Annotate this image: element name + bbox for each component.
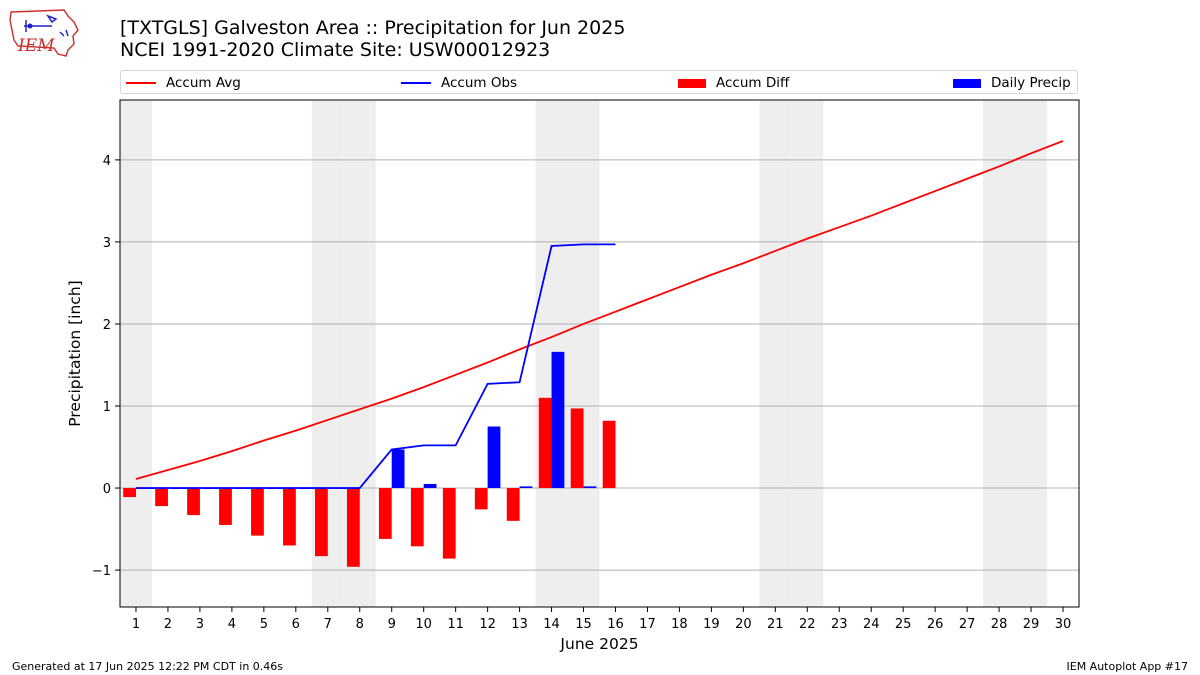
daily-precip-bar — [583, 486, 597, 489]
legend-swatch-daily-precip — [953, 78, 981, 88]
daily-precip-bar — [551, 351, 565, 489]
daily-precip-bar — [391, 449, 405, 489]
x-tick-label: 16 — [607, 617, 624, 632]
legend-swatch-accum-obs — [401, 82, 431, 84]
y-tick-label: 0 — [103, 482, 111, 497]
weekend-shade — [1015, 100, 1048, 607]
accum-diff-bar — [474, 488, 488, 510]
weekend-shade — [983, 100, 1016, 607]
generated-footer: Generated at 17 Jun 2025 12:22 PM CDT in… — [12, 660, 284, 673]
logo-instruments-shape — [24, 14, 69, 37]
legend-swatch-accum-diff — [678, 78, 706, 88]
x-tick-label: 10 — [415, 617, 432, 632]
x-tick-label: 13 — [511, 617, 528, 632]
x-tick-label: 22 — [799, 617, 816, 632]
weekend-shade — [567, 100, 600, 607]
accum-diff-bar — [442, 488, 456, 559]
legend-label-accum-diff: Accum Diff — [716, 75, 790, 91]
accum-diff-bar — [570, 408, 584, 489]
x-tick-label: 5 — [260, 617, 268, 632]
x-tick-label: 9 — [388, 617, 396, 632]
accum-diff-bar — [378, 488, 392, 539]
x-tick-label: 30 — [1055, 617, 1072, 632]
accum-diff-bar — [410, 488, 424, 547]
legend-label-accum-avg: Accum Avg — [166, 75, 241, 91]
weekend-shade — [759, 100, 792, 607]
x-tick-label: 3 — [196, 617, 204, 632]
accum-avg-line — [135, 140, 1064, 480]
legend-label-daily-precip: Daily Precip — [991, 75, 1071, 91]
x-tick-label: 29 — [1023, 617, 1040, 632]
y-axis-label: Precipitation [inch] — [66, 280, 84, 426]
x-tick-label: 14 — [543, 617, 560, 632]
x-tick-label: 17 — [639, 617, 656, 632]
title-line-2: NCEI 1991-2020 Climate Site: USW00012923 — [120, 39, 551, 61]
logo-text: IEM — [17, 36, 55, 56]
x-tick-label: 12 — [479, 617, 496, 632]
daily-precip-bar — [519, 486, 533, 489]
accum-obs-line — [135, 243, 616, 489]
accum-diff-bar — [346, 488, 360, 567]
daily-precip-bar — [423, 483, 437, 489]
title-line-1: [TXTGLS] Galveston Area :: Precipitation… — [120, 17, 626, 39]
y-tick-label: 4 — [103, 154, 111, 169]
accum-diff-bar — [538, 397, 552, 489]
legend-item-accum-avg: Accum Avg — [126, 74, 241, 92]
x-tick-label: 23 — [831, 617, 848, 632]
x-tick-label: 4 — [228, 617, 236, 632]
legend-item-accum-obs: Accum Obs — [401, 74, 517, 92]
accum-diff-bar — [251, 488, 264, 536]
legend-label-accum-obs: Accum Obs — [441, 75, 518, 91]
x-tick-label: 28 — [991, 617, 1008, 632]
x-tick-label: 26 — [927, 617, 944, 632]
accum-diff-bar — [283, 488, 296, 546]
plot-frame — [119, 99, 1080, 608]
iowa-outline-shape — [9, 9, 79, 57]
x-tick-label: 20 — [735, 617, 752, 632]
weekend-shade — [791, 100, 824, 607]
x-tick-label: 19 — [703, 617, 720, 632]
y-tick-label: 3 — [103, 236, 111, 251]
x-tick-label: 24 — [863, 617, 880, 632]
legend-item-daily-precip: Daily Precip — [953, 74, 1071, 92]
accum-diff-bar — [155, 488, 168, 507]
accum-diff-bar — [602, 420, 616, 489]
y-tick-label: 2 — [103, 318, 111, 333]
y-tick-label: −1 — [92, 564, 111, 579]
x-tick-label: 7 — [324, 617, 332, 632]
x-axis-label: June 2025 — [559, 635, 638, 653]
chart-legend: Accum Avg Accum Obs Accum Diff Daily Pre… — [120, 70, 1078, 94]
legend-swatch-accum-avg — [126, 82, 156, 84]
accum-diff-bar — [219, 488, 232, 525]
x-tick-label: 27 — [959, 617, 976, 632]
x-tick-label: 11 — [447, 617, 464, 632]
x-tick-label: 2 — [164, 617, 172, 632]
app-footer: IEM Autoplot App #17 — [1066, 660, 1189, 673]
y-tick-label: 1 — [103, 400, 111, 415]
accum-diff-bar — [123, 488, 136, 498]
daily-precip-bar — [487, 426, 501, 489]
accum-diff-bar — [314, 488, 328, 557]
x-tick-label: 8 — [356, 617, 364, 632]
x-tick-label: 18 — [671, 617, 688, 632]
x-tick-label: 1 — [132, 617, 140, 632]
accum-diff-bar — [506, 488, 520, 521]
x-tick-label: 21 — [767, 617, 784, 632]
legend-item-accum-diff: Accum Diff — [678, 74, 789, 92]
chart-title: [TXTGLS] Galveston Area :: Precipitation… — [120, 17, 625, 61]
x-tick-label: 25 — [895, 617, 912, 632]
iem-logo: IEM — [8, 6, 80, 60]
weekend-shade — [120, 100, 152, 607]
accum-diff-bar — [187, 488, 200, 516]
x-tick-label: 15 — [575, 617, 592, 632]
x-tick-label: 6 — [292, 617, 300, 632]
